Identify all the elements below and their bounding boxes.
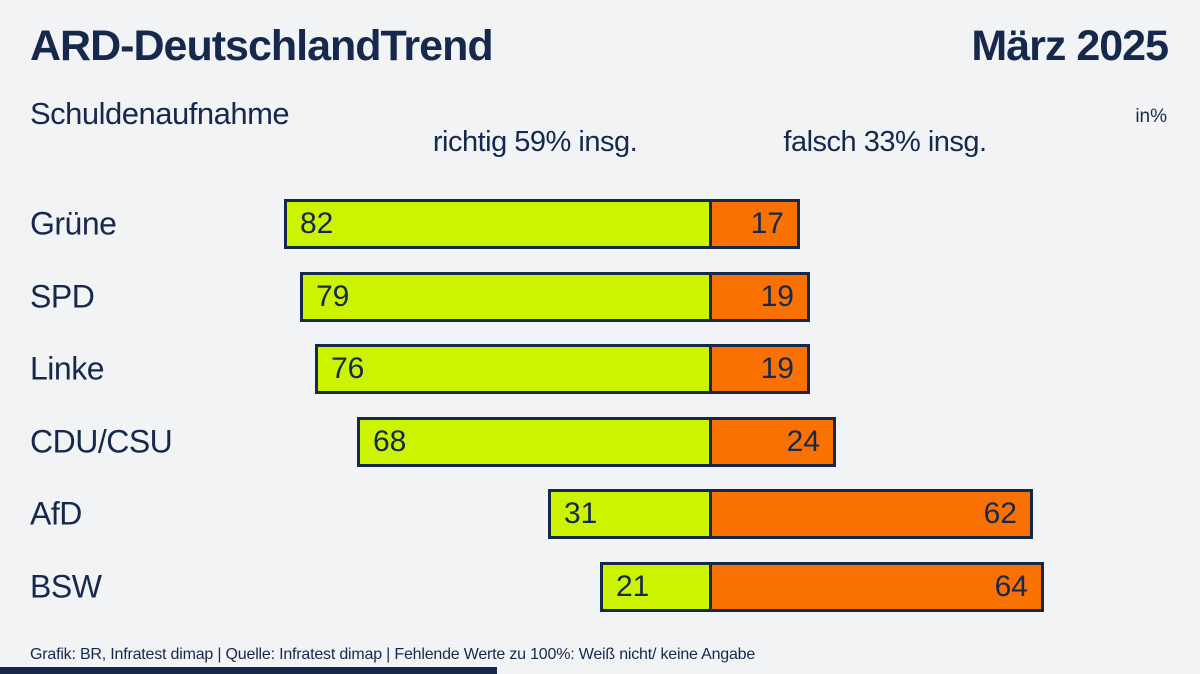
bar-row: 82 17	[284, 199, 800, 249]
bar-row: 31 62	[548, 489, 1033, 540]
bar-segment-richtig: 82	[284, 199, 712, 249]
chart-subtitle: Schuldenaufnahme	[30, 96, 290, 131]
bar-segment-richtig: 31	[548, 489, 712, 540]
bar-row: 76 19	[315, 344, 810, 395]
bar-segment-falsch: 17	[709, 199, 800, 249]
party-label-cdu-csu: CDU/CSU	[30, 423, 173, 460]
bar-segment-falsch: 64	[709, 562, 1044, 612]
bar-row: 79 19	[300, 271, 810, 322]
party-label-spd: SPD	[30, 278, 95, 315]
bar-row: 68 24	[357, 416, 836, 467]
bar-segment-falsch: 24	[709, 416, 836, 467]
bar-segment-richtig: 21	[600, 562, 712, 612]
bar-segment-falsch: 19	[709, 344, 810, 395]
party-label-bsw: BSW	[30, 568, 102, 605]
column-header-richtig: richtig 59% insg.	[432, 126, 638, 158]
report-date: März 2025	[971, 22, 1169, 70]
source-credits: Grafik: BR, Infratest dimap | Quelle: In…	[30, 646, 756, 663]
party-label-linke: Linke	[30, 350, 105, 387]
column-header-falsch: falsch 33% insg.	[783, 126, 987, 158]
bar-segment-richtig: 68	[357, 416, 712, 467]
bar-segment-richtig: 79	[300, 271, 712, 322]
bar-segment-falsch: 19	[709, 271, 810, 322]
party-label-afd: AfD	[30, 495, 82, 532]
bar-row: 21 64	[600, 562, 1044, 612]
bar-segment-richtig: 76	[315, 344, 712, 395]
chart-title: ARD-DeutschlandTrend	[30, 22, 494, 70]
party-label-gr-ne: Grüne	[30, 205, 117, 242]
bottom-accent-bar	[0, 667, 497, 674]
unit-label: in%	[1135, 106, 1167, 127]
bar-segment-falsch: 62	[709, 489, 1033, 540]
